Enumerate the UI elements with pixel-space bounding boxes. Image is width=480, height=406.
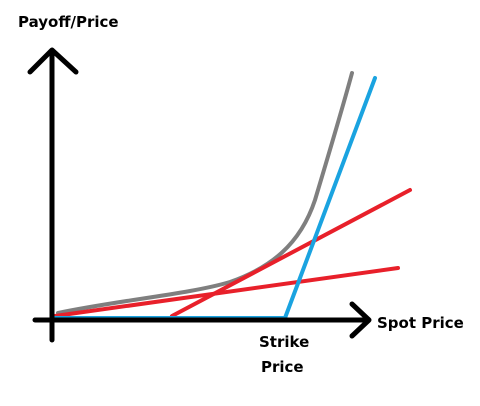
tangent-line: [53, 266, 400, 318]
tangent-line: [170, 188, 412, 318]
y-axis-arrow: [27, 47, 79, 75]
x-axis-label: Spot Price: [377, 314, 464, 332]
option-price-curve: [56, 71, 354, 315]
strike-label: Price: [261, 358, 304, 376]
x-axis-arrow: [349, 301, 372, 339]
y-axis-label: Payoff/Price: [18, 13, 119, 31]
strike-label: Strike: [259, 333, 309, 351]
